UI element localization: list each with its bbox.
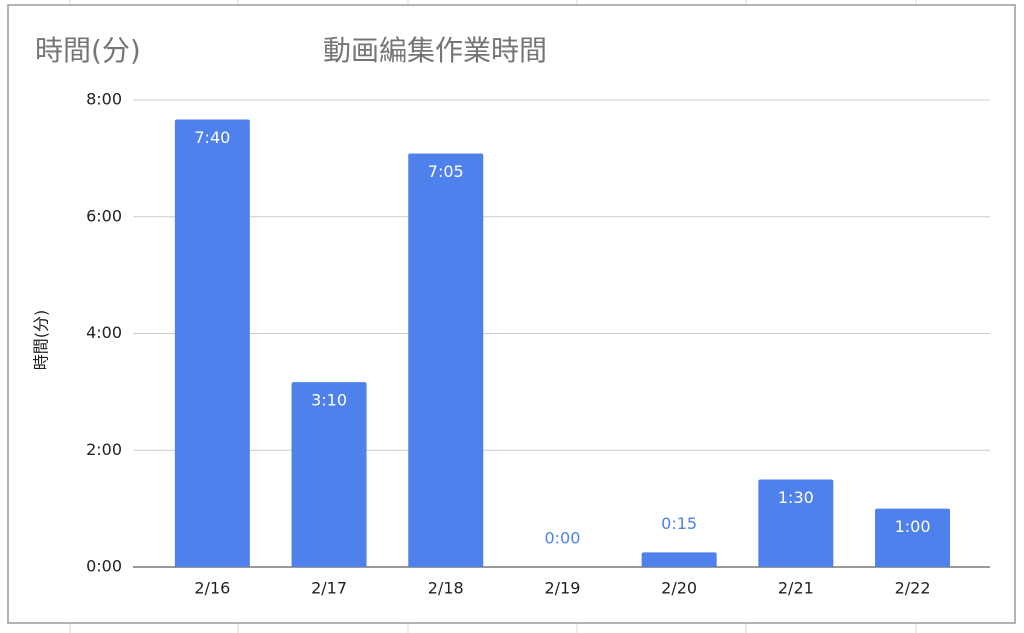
data-label: 0:15	[661, 514, 697, 533]
bar	[758, 479, 834, 567]
data-label: 0:00	[544, 529, 580, 548]
x-tick-label: 2/21	[778, 579, 814, 598]
y-tick-label: 0:00	[86, 557, 122, 576]
bar	[408, 153, 484, 567]
chart-title: 動画編集作業時間	[323, 34, 547, 67]
corner-label: 時間(分)	[35, 34, 141, 67]
bar	[174, 119, 250, 567]
data-label: 7:40	[194, 128, 230, 147]
y-tick-label: 2:00	[86, 440, 122, 459]
data-label: 1:00	[895, 517, 931, 536]
bar	[291, 382, 367, 567]
y-axis-title: 時間(分)	[32, 310, 51, 371]
data-label: 1:30	[778, 488, 814, 507]
y-tick-label: 6:00	[86, 206, 122, 225]
x-tick-label: 2/22	[895, 579, 931, 598]
y-tick-label: 8:00	[86, 90, 122, 109]
data-label: 7:05	[428, 162, 464, 181]
bar	[875, 508, 951, 567]
x-tick-label: 2/17	[311, 579, 347, 598]
x-tick-label: 2/20	[661, 579, 697, 598]
x-tick-label: 2/16	[194, 579, 230, 598]
bar	[641, 552, 717, 567]
y-tick-label: 4:00	[86, 323, 122, 342]
x-tick-label: 2/19	[544, 579, 580, 598]
x-tick-label: 2/18	[428, 579, 464, 598]
chart-frame	[7, 4, 1016, 624]
data-label: 3:10	[311, 391, 347, 410]
